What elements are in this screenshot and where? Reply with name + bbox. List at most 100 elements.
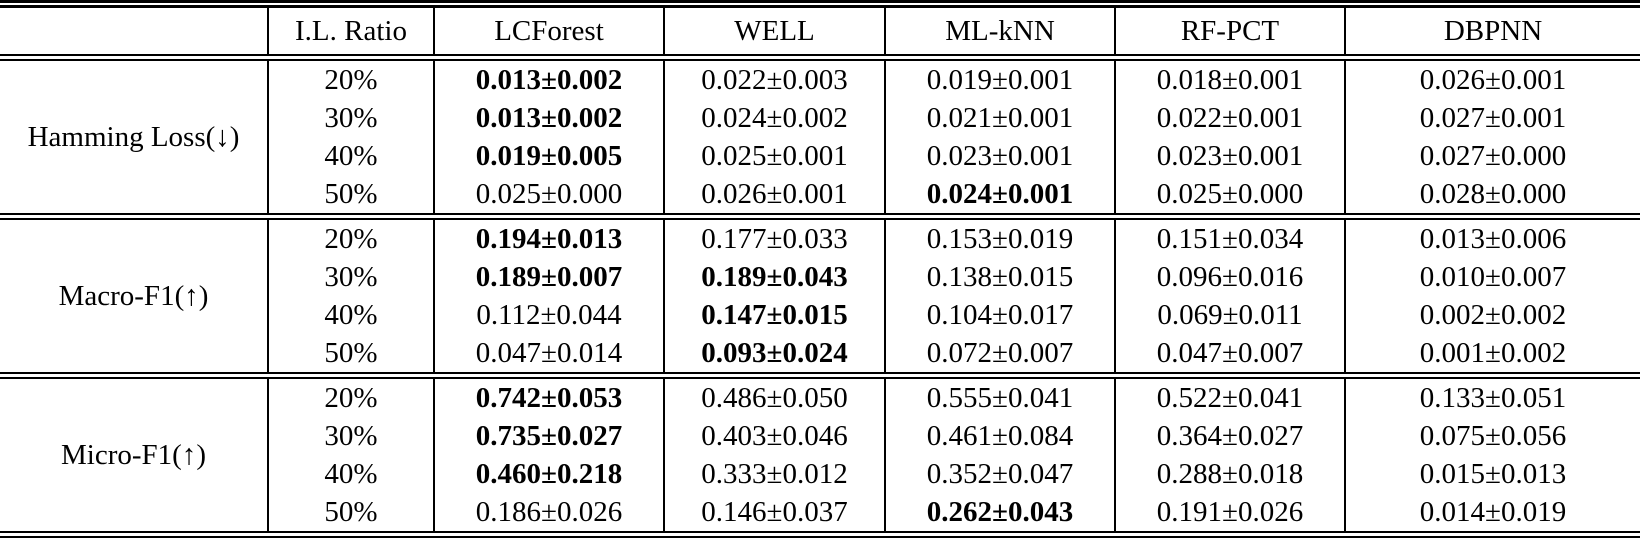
ratio-cell: 40% <box>267 455 434 493</box>
value-cell: 0.023±0.001 <box>1114 137 1345 175</box>
value-cell: 0.333±0.012 <box>663 455 885 493</box>
value-cell: 0.147±0.015 <box>663 296 885 334</box>
value-cell: 0.146±0.037 <box>663 493 885 535</box>
value-cell: 0.025±0.000 <box>1114 175 1345 217</box>
column-header-rf-pct: RF-PCT <box>1114 4 1345 58</box>
value-cell: 0.151±0.034 <box>1114 216 1345 258</box>
metric-group: Hamming Loss(↓) 20% 0.013±0.002 0.022±0.003… <box>0 57 1640 217</box>
value-cell: 0.015±0.013 <box>1344 455 1640 493</box>
value-cell: 0.013±0.002 <box>433 99 664 137</box>
value-cell: 0.027±0.000 <box>1344 137 1640 175</box>
ratio-cell: 50% <box>267 493 434 535</box>
table-row: 40% 0.460±0.218 0.333±0.012 0.352±0.047 0.28… <box>0 455 1640 493</box>
value-cell: 0.153±0.019 <box>884 216 1115 258</box>
value-cell: 0.022±0.003 <box>663 57 885 99</box>
value-cell: 0.288±0.018 <box>1114 455 1345 493</box>
value-cell: 0.072±0.007 <box>884 334 1115 376</box>
ratio-cell: 50% <box>267 175 434 217</box>
value-cell: 0.021±0.001 <box>884 99 1115 137</box>
column-header-ml-knn: ML-kNN <box>884 4 1115 58</box>
metric-group: Micro-F1(↑) 20% 0.742±0.053 0.486±0.050 0.55… <box>0 375 1640 535</box>
value-cell: 0.486±0.050 <box>663 375 885 417</box>
value-cell: 0.047±0.014 <box>433 334 664 376</box>
table-row: 50% 0.025±0.000 0.026±0.001 0.024±0.001 0.02… <box>0 175 1640 217</box>
value-cell: 0.133±0.051 <box>1344 375 1640 417</box>
value-cell: 0.191±0.026 <box>1114 493 1345 535</box>
value-cell: 0.013±0.006 <box>1344 216 1640 258</box>
value-cell: 0.138±0.015 <box>884 258 1115 296</box>
value-cell: 0.025±0.000 <box>433 175 664 217</box>
ratio-cell: 30% <box>267 258 434 296</box>
ratio-cell: 40% <box>267 296 434 334</box>
ratio-cell: 30% <box>267 99 434 137</box>
table-row: Micro-F1(↑) 20% 0.742±0.053 0.486±0.050 0.55… <box>0 375 1640 471</box>
table-row: Hamming Loss(↓) 20% 0.013±0.002 0.022±0.003… <box>0 57 1640 153</box>
value-cell: 0.047±0.007 <box>1114 334 1345 376</box>
table-row: 50% 0.186±0.026 0.146±0.037 0.262±0.043 0.19… <box>0 493 1640 535</box>
value-cell: 0.177±0.033 <box>663 216 885 258</box>
value-cell: 0.352±0.047 <box>884 455 1115 493</box>
value-cell: 0.022±0.001 <box>1114 99 1345 137</box>
value-cell: 0.002±0.002 <box>1344 296 1640 334</box>
table-row: Macro-F1(↑) 20% 0.194±0.013 0.177±0.033 0.15… <box>0 216 1640 312</box>
value-cell: 0.024±0.002 <box>663 99 885 137</box>
value-cell: 0.742±0.053 <box>433 375 664 417</box>
value-cell: 0.024±0.001 <box>884 175 1115 217</box>
value-cell: 0.460±0.218 <box>433 455 664 493</box>
value-cell: 0.023±0.001 <box>884 137 1115 175</box>
ratio-cell: 20% <box>267 57 434 99</box>
value-cell: 0.461±0.084 <box>884 417 1115 455</box>
column-header-metric <box>0 4 268 58</box>
header-row: I.L. Ratio LCForest WELL ML-kNN RF-PCT D… <box>0 4 1640 58</box>
value-cell: 0.069±0.011 <box>1114 296 1345 334</box>
column-header-dbpnn: DBPNN <box>1344 4 1640 58</box>
value-cell: 0.189±0.043 <box>663 258 885 296</box>
metric-group: Macro-F1(↑) 20% 0.194±0.013 0.177±0.033 0.15… <box>0 216 1640 376</box>
metric-label: Hamming Loss(↓) <box>27 121 240 153</box>
value-cell: 0.555±0.041 <box>884 375 1115 417</box>
value-cell: 0.186±0.026 <box>433 493 664 535</box>
table-row: 50% 0.047±0.014 0.093±0.024 0.072±0.007 0.04… <box>0 334 1640 376</box>
table-row: 30% 0.189±0.007 0.189±0.043 0.138±0.015 0.09… <box>0 258 1640 296</box>
column-header-lcforest: LCForest <box>433 4 664 58</box>
value-cell: 0.104±0.017 <box>884 296 1115 334</box>
table-row: 40% 0.019±0.005 0.025±0.001 0.023±0.001 0.02… <box>0 137 1640 175</box>
value-cell: 0.735±0.027 <box>433 417 664 455</box>
value-cell: 0.189±0.007 <box>433 258 664 296</box>
value-cell: 0.026±0.001 <box>663 175 885 217</box>
column-header-well: WELL <box>663 4 885 58</box>
value-cell: 0.403±0.046 <box>663 417 885 455</box>
ratio-cell: 50% <box>267 334 434 376</box>
value-cell: 0.019±0.001 <box>884 57 1115 99</box>
column-header-il-ratio: I.L. Ratio <box>267 4 434 58</box>
value-cell: 0.096±0.016 <box>1114 258 1345 296</box>
ratio-cell: 20% <box>267 375 434 417</box>
value-cell: 0.028±0.000 <box>1344 175 1640 217</box>
value-cell: 0.001±0.002 <box>1344 334 1640 376</box>
value-cell: 0.075±0.056 <box>1344 417 1640 455</box>
metric-label: Macro-F1(↑) <box>58 280 209 312</box>
table-row: 30% 0.013±0.002 0.024±0.002 0.021±0.001 0.02… <box>0 99 1640 137</box>
table-header: I.L. Ratio LCForest WELL ML-kNN RF-PCT D… <box>0 4 1640 58</box>
value-cell: 0.025±0.001 <box>663 137 885 175</box>
value-cell: 0.019±0.005 <box>433 137 664 175</box>
value-cell: 0.194±0.013 <box>433 216 664 258</box>
value-cell: 0.112±0.044 <box>433 296 664 334</box>
value-cell: 0.026±0.001 <box>1344 57 1640 99</box>
value-cell: 0.018±0.001 <box>1114 57 1345 99</box>
ratio-cell: 30% <box>267 417 434 455</box>
table-row: 30% 0.735±0.027 0.403±0.046 0.461±0.084 0.36… <box>0 417 1640 455</box>
value-cell: 0.014±0.019 <box>1344 493 1640 535</box>
value-cell: 0.364±0.027 <box>1114 417 1345 455</box>
value-cell: 0.093±0.024 <box>663 334 885 376</box>
ratio-cell: 20% <box>267 216 434 258</box>
value-cell: 0.262±0.043 <box>884 493 1115 535</box>
table-row: 40% 0.112±0.044 0.147±0.015 0.104±0.017 0.06… <box>0 296 1640 334</box>
value-cell: 0.010±0.007 <box>1344 258 1640 296</box>
value-cell: 0.013±0.002 <box>433 57 664 99</box>
value-cell: 0.522±0.041 <box>1114 375 1345 417</box>
value-cell: 0.027±0.001 <box>1344 99 1640 137</box>
metric-label: Micro-F1(↑) <box>61 439 206 471</box>
ratio-cell: 40% <box>267 137 434 175</box>
